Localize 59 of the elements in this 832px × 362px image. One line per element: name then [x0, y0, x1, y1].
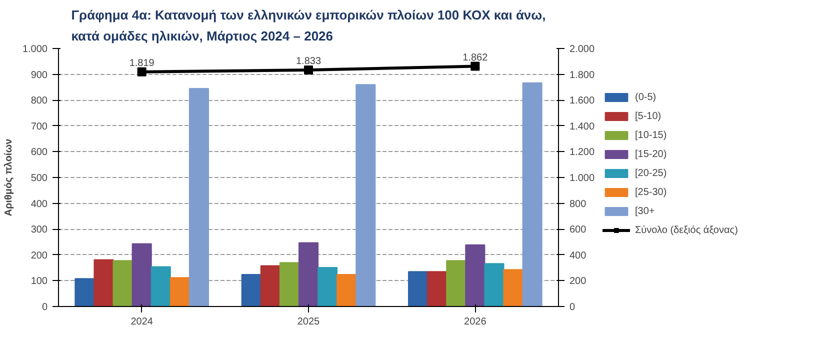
y-tick-label: 800 — [30, 96, 48, 107]
y2-tick-label: 600 — [570, 224, 587, 236]
bar — [112, 260, 133, 306]
y2-tick-label: 200 — [570, 276, 587, 288]
bar — [522, 82, 542, 306]
data-label: 1.862 — [462, 52, 488, 64]
y2-tick-label: 1.400 — [570, 121, 595, 132]
bar — [408, 271, 428, 306]
data-label: 1.833 — [296, 56, 322, 68]
y-tick-label: 100 — [30, 276, 48, 288]
data-label: 1.819 — [129, 58, 155, 69]
bar — [336, 274, 357, 306]
legend-label: [20-25) — [635, 168, 667, 178]
legend-label: [5-10) — [635, 110, 662, 122]
bar — [465, 244, 486, 306]
x-tick-label: 2025 — [297, 316, 320, 328]
legend-label: (0-5) — [635, 92, 656, 102]
y-tick-label: 300 — [30, 224, 48, 236]
legend-label: Σύνολο (δεξιός άξονας) — [635, 224, 738, 236]
bar — [74, 278, 95, 306]
y2-tick-label: 2.000 — [570, 44, 595, 55]
y2-tick-label: 400 — [570, 250, 587, 262]
bar — [298, 242, 319, 306]
y-tick-label: 500 — [30, 173, 48, 184]
y2-tick-label: 0 — [570, 302, 576, 313]
bar — [188, 88, 209, 306]
legend-label: [10-15) — [635, 130, 667, 140]
legend-label: [15-20) — [635, 148, 667, 160]
bar — [279, 262, 300, 306]
y-tick-label: 400 — [30, 198, 48, 210]
bar — [170, 277, 190, 306]
bar — [150, 266, 171, 306]
y-axis-title: Αριθμός πλοίων — [3, 138, 14, 216]
bar — [241, 274, 262, 306]
y2-tick-label: 1.200 — [570, 147, 595, 158]
bar — [427, 271, 448, 306]
bar — [446, 260, 466, 306]
bar — [260, 265, 280, 306]
y2-tick-label: 1.800 — [570, 70, 595, 81]
legend-label: [30+ — [635, 206, 655, 216]
y2-tick-label: 800 — [570, 198, 587, 210]
y2-tick-label: 1.600 — [570, 96, 595, 107]
bar — [132, 243, 152, 306]
y-tick-label: 900 — [30, 70, 48, 81]
chart-title: Γράφημα 4α: Κατανομή των ελληνικών εμπορικών πλοίων 100 ΚΟΧ και άνω, κατά ομάδες ηλικιών, Μάρτιος 2024 – 2026 — [71, 8, 546, 44]
y2-tick-label: 1.000 — [570, 173, 595, 184]
y-tick-label: 600 — [30, 147, 48, 158]
x-tick-label: 2024 — [130, 316, 154, 328]
y-tick-label: 200 — [30, 250, 48, 262]
bar — [356, 84, 376, 306]
y-tick-label: 1.000 — [22, 44, 48, 55]
bar — [94, 259, 114, 306]
x-tick-label: 2026 — [464, 316, 487, 328]
bar — [318, 267, 338, 306]
bar — [484, 263, 504, 306]
legend-label: [25-30) — [635, 186, 667, 198]
y-tick-label: 700 — [30, 121, 48, 132]
bar — [503, 269, 524, 306]
y-tick-label: 0 — [42, 302, 48, 313]
